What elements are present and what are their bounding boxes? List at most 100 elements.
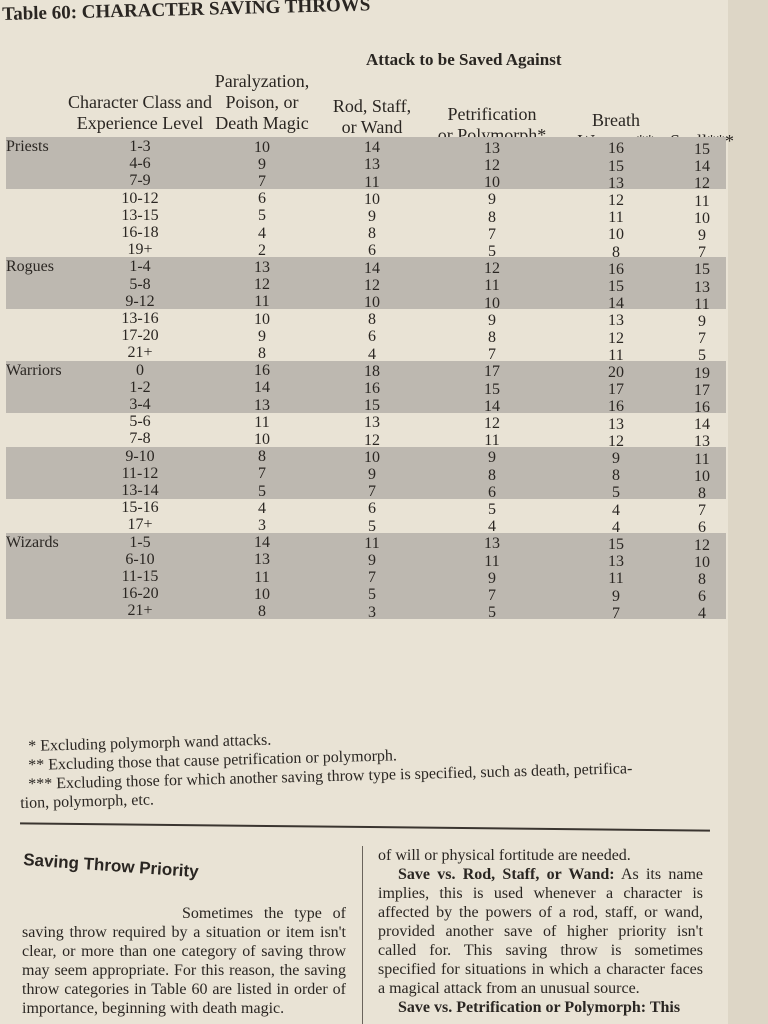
cell: 15 [608, 278, 624, 295]
cell: 4 [368, 345, 376, 363]
cell: 8 [258, 603, 266, 620]
cell: 11 [694, 295, 710, 313]
cell: 7 [368, 569, 376, 587]
paragraph: of will or physical fortitude are needed… [378, 847, 631, 864]
cell: 13 [484, 139, 500, 157]
cell: 7-9 [129, 172, 151, 190]
cell: 9 [488, 311, 496, 329]
cell: 15 [694, 261, 710, 279]
cell: 1-4 [129, 258, 151, 276]
column-header: or Wand [341, 117, 403, 137]
cell: 5 [698, 347, 706, 365]
cell: 15-16 [121, 499, 159, 517]
cell: 9 [488, 191, 496, 209]
cell: 9 [258, 155, 266, 173]
shaded-band [6, 601, 726, 619]
cell: 9 [368, 208, 376, 225]
cell: 7 [698, 330, 706, 348]
cell: 12 [484, 260, 500, 278]
cell: 13 [694, 433, 710, 451]
cell: 9-10 [125, 447, 155, 465]
cell: 10 [694, 467, 710, 485]
cell: 13-16 [121, 310, 159, 327]
cell: 15 [484, 380, 500, 398]
cell: 13-15 [121, 206, 159, 224]
cell: 4 [698, 605, 706, 623]
cell: 13 [608, 415, 624, 433]
cell: 10 [254, 431, 270, 448]
cell: 4 [258, 224, 266, 242]
cell: 10 [254, 138, 270, 156]
column-header: Character Class and [68, 92, 212, 112]
shaded-band [6, 463, 726, 482]
cell: 11 [694, 192, 710, 210]
cell: 10-12 [121, 189, 159, 207]
cell: 14 [254, 379, 270, 397]
cell: 8 [258, 345, 266, 362]
column-header: Rod, Staff, [332, 96, 412, 116]
cell: 5 [488, 501, 496, 518]
cell: 11 [254, 293, 270, 311]
cell: 1-3 [129, 138, 151, 155]
cell: 14 [364, 139, 380, 157]
cell: 16 [608, 398, 624, 416]
shaded-band [6, 257, 726, 275]
cell: 7 [258, 465, 266, 483]
class-label: Priests [6, 138, 49, 155]
cell: 8 [488, 466, 496, 484]
cell: 10 [694, 553, 710, 571]
cell: 6 [258, 190, 266, 208]
cell: 7-8 [129, 430, 151, 448]
cell: 9 [368, 552, 376, 569]
cell: 17+ [127, 516, 153, 534]
cell: 11 [254, 413, 270, 431]
cell: 16 [694, 399, 710, 416]
cell: 3 [368, 603, 376, 621]
shaded-band [6, 171, 726, 189]
cell: 16 [608, 260, 624, 278]
cell: 5 [258, 207, 266, 225]
shaded-band [6, 567, 726, 585]
cell: 12 [608, 329, 624, 347]
cell: 8 [698, 485, 706, 502]
cell: 12 [694, 536, 710, 554]
cell: 9 [612, 450, 620, 467]
cell: 8 [488, 329, 496, 346]
cell: 13 [364, 414, 380, 432]
cell: 6 [698, 588, 706, 606]
cell: 11 [484, 552, 500, 570]
cell: 7 [488, 346, 496, 364]
cell: 8 [368, 225, 376, 243]
cell: 5 [368, 586, 376, 604]
cell: 16-20 [121, 585, 159, 603]
shaded-band [6, 395, 726, 413]
column-header: Experience Level [76, 113, 204, 133]
cell: 9 [368, 466, 376, 483]
cell: 17 [608, 381, 624, 399]
cell: 9 [258, 327, 266, 345]
rule [20, 822, 710, 832]
cell: 16 [254, 362, 270, 380]
cell: 3-4 [129, 396, 151, 413]
cell: 5 [488, 243, 496, 260]
cell: 10 [364, 448, 380, 466]
cell: 14 [364, 259, 380, 277]
shaded-band [6, 446, 726, 465]
cell: 13 [364, 156, 380, 174]
cell: 11 [694, 450, 710, 468]
shaded-band [6, 154, 726, 172]
shaded-band [6, 481, 726, 499]
super-header: Attack to be Saved Against [366, 50, 562, 69]
cell: 10 [254, 310, 270, 328]
cell: 7 [698, 502, 706, 520]
text: As its name implies, this is used whenev… [378, 866, 703, 997]
cell: 8 [612, 243, 620, 261]
cell: 17 [484, 363, 500, 381]
cell: 12 [608, 192, 624, 209]
cell: 7 [488, 587, 496, 604]
cell: 4 [612, 501, 620, 519]
cell: 7 [488, 225, 496, 243]
cell: 14 [608, 295, 624, 313]
cell: 11 [364, 534, 380, 552]
cell: 21+ [127, 344, 153, 362]
